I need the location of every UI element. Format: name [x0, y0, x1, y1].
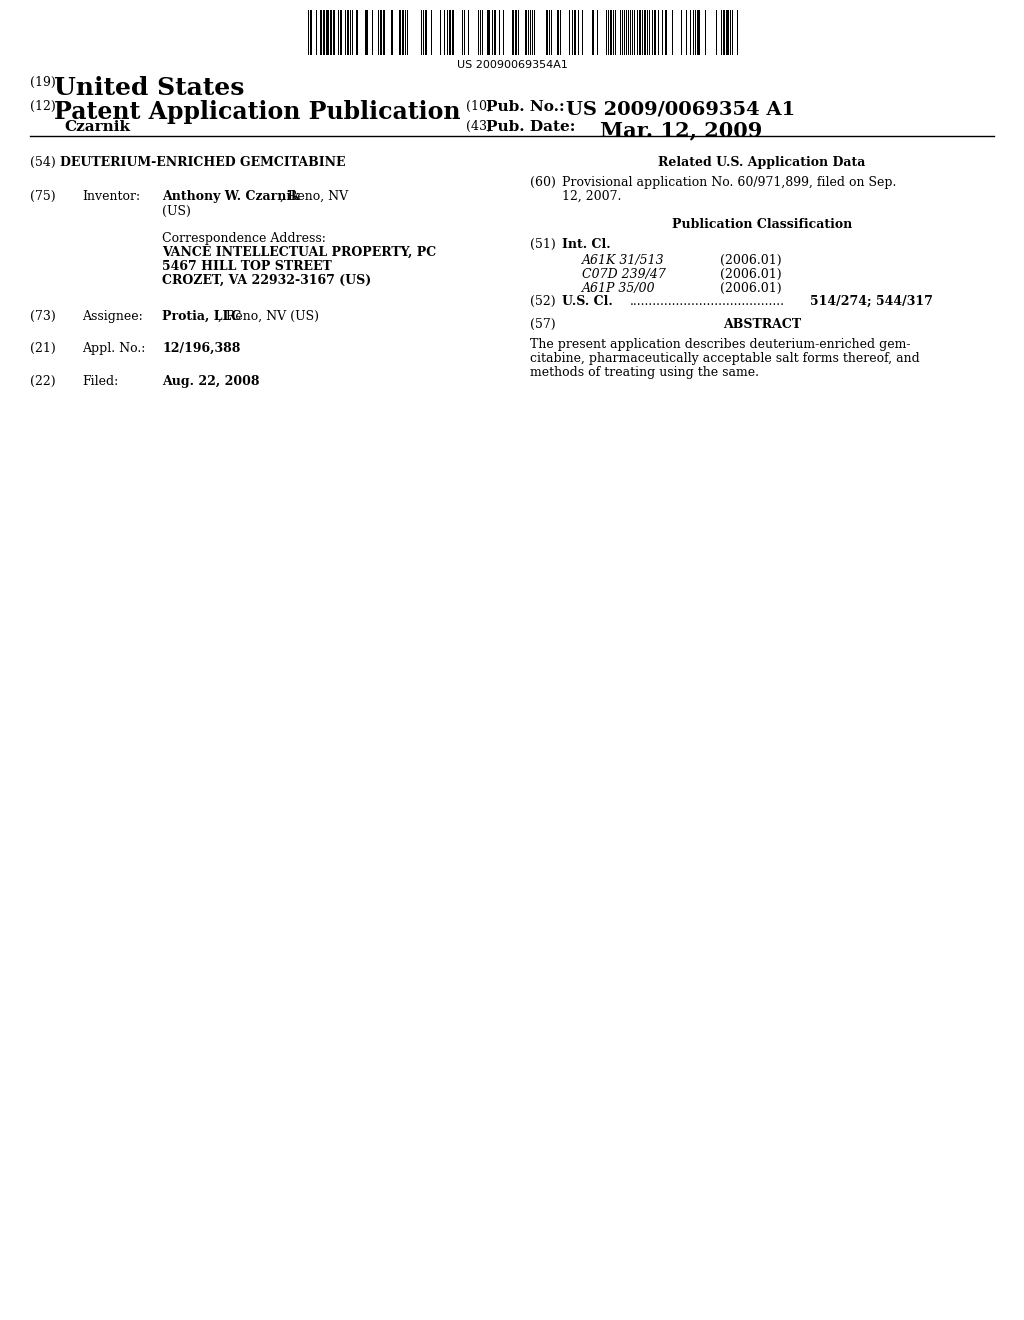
Text: citabine, pharmaceutically acceptable salt forms thereof, and: citabine, pharmaceutically acceptable sa… — [530, 352, 920, 366]
Text: Aug. 22, 2008: Aug. 22, 2008 — [162, 375, 259, 388]
Text: The present application describes deuterium-enriched gem-: The present application describes deuter… — [530, 338, 910, 351]
Bar — [391, 11, 393, 55]
Text: (75): (75) — [30, 190, 55, 203]
Text: (2006.01): (2006.01) — [720, 282, 781, 294]
Bar — [723, 11, 725, 55]
Text: Publication Classification: Publication Classification — [672, 218, 852, 231]
Text: Czarnik: Czarnik — [63, 120, 130, 135]
Text: Mar. 12, 2009: Mar. 12, 2009 — [600, 120, 763, 140]
Text: (2006.01): (2006.01) — [720, 253, 781, 267]
Text: Pub. No.:: Pub. No.: — [486, 100, 564, 114]
Bar — [610, 11, 612, 55]
Bar — [333, 11, 335, 55]
Text: 12/196,388: 12/196,388 — [162, 342, 241, 355]
Text: Inventor:: Inventor: — [82, 190, 140, 203]
Bar — [326, 11, 329, 55]
Text: 514/274; 544/317: 514/274; 544/317 — [810, 294, 933, 308]
Bar — [644, 11, 646, 55]
Bar — [365, 11, 368, 55]
Bar — [654, 11, 656, 55]
Text: (22): (22) — [30, 375, 55, 388]
Bar — [356, 11, 358, 55]
Bar — [574, 11, 575, 55]
Text: US 2009/0069354 A1: US 2009/0069354 A1 — [566, 100, 796, 117]
Text: ........................................: ........................................ — [630, 294, 785, 308]
Text: 12, 2007.: 12, 2007. — [562, 190, 622, 203]
Bar — [494, 11, 496, 55]
Text: Provisional application No. 60/971,899, filed on Sep.: Provisional application No. 60/971,899, … — [562, 176, 896, 189]
Text: Appl. No.:: Appl. No.: — [82, 342, 145, 355]
Text: Int. Cl.: Int. Cl. — [562, 238, 610, 251]
Text: Assignee:: Assignee: — [82, 310, 142, 323]
Text: US 20090069354A1: US 20090069354A1 — [457, 59, 567, 70]
Text: methods of treating using the same.: methods of treating using the same. — [530, 366, 759, 379]
Text: ABSTRACT: ABSTRACT — [723, 318, 801, 331]
Text: (21): (21) — [30, 342, 55, 355]
Text: (52): (52) — [530, 294, 556, 308]
Text: (10): (10) — [466, 100, 492, 114]
Text: Correspondence Address:: Correspondence Address: — [162, 232, 326, 246]
Bar — [512, 11, 514, 55]
Bar — [449, 11, 451, 55]
Bar — [452, 11, 454, 55]
Bar — [665, 11, 667, 55]
Text: (2006.01): (2006.01) — [720, 268, 781, 281]
Bar — [319, 11, 322, 55]
Text: U.S. Cl.: U.S. Cl. — [562, 294, 612, 308]
Bar — [515, 11, 517, 55]
Text: A61K 31/513: A61K 31/513 — [582, 253, 665, 267]
Bar — [399, 11, 401, 55]
Text: (60): (60) — [530, 176, 556, 189]
Bar — [330, 11, 332, 55]
Bar — [383, 11, 385, 55]
Text: , Reno, NV (US): , Reno, NV (US) — [218, 310, 319, 323]
Text: Anthony W. Czarnik: Anthony W. Czarnik — [162, 190, 300, 203]
Bar — [402, 11, 404, 55]
Bar — [425, 11, 427, 55]
Bar — [323, 11, 325, 55]
Bar — [726, 11, 729, 55]
Bar — [340, 11, 342, 55]
Text: CROZET, VA 22932-3167 (US): CROZET, VA 22932-3167 (US) — [162, 275, 372, 286]
Bar — [697, 11, 700, 55]
Bar — [639, 11, 641, 55]
Text: (12): (12) — [30, 100, 55, 114]
Text: (54): (54) — [30, 156, 55, 169]
Text: Filed:: Filed: — [82, 375, 118, 388]
Bar — [487, 11, 490, 55]
Text: DEUTERIUM-ENRICHED GEMCITABINE: DEUTERIUM-ENRICHED GEMCITABINE — [60, 156, 345, 169]
Bar — [380, 11, 382, 55]
Text: , Reno, NV: , Reno, NV — [280, 190, 348, 203]
Bar — [557, 11, 559, 55]
Text: United States: United States — [54, 77, 245, 100]
Text: Related U.S. Application Data: Related U.S. Application Data — [658, 156, 865, 169]
Text: (73): (73) — [30, 310, 55, 323]
Text: C07D 239/47: C07D 239/47 — [582, 268, 666, 281]
Text: Pub. Date:: Pub. Date: — [486, 120, 575, 135]
Text: (57): (57) — [530, 318, 556, 331]
Text: (51): (51) — [530, 238, 556, 251]
Bar — [592, 11, 594, 55]
Text: VANCE INTELLECTUAL PROPERTY, PC: VANCE INTELLECTUAL PROPERTY, PC — [162, 246, 436, 259]
Text: Patent Application Publication: Patent Application Publication — [54, 100, 461, 124]
Text: A61P 35/00: A61P 35/00 — [582, 282, 655, 294]
Text: 5467 HILL TOP STREET: 5467 HILL TOP STREET — [162, 260, 332, 273]
Bar — [310, 11, 312, 55]
Text: (US): (US) — [162, 205, 190, 218]
Bar — [546, 11, 548, 55]
Text: (19): (19) — [30, 77, 55, 88]
Text: (43): (43) — [466, 120, 492, 133]
Text: Protia, LLC: Protia, LLC — [162, 310, 242, 323]
Bar — [347, 11, 349, 55]
Bar — [525, 11, 527, 55]
